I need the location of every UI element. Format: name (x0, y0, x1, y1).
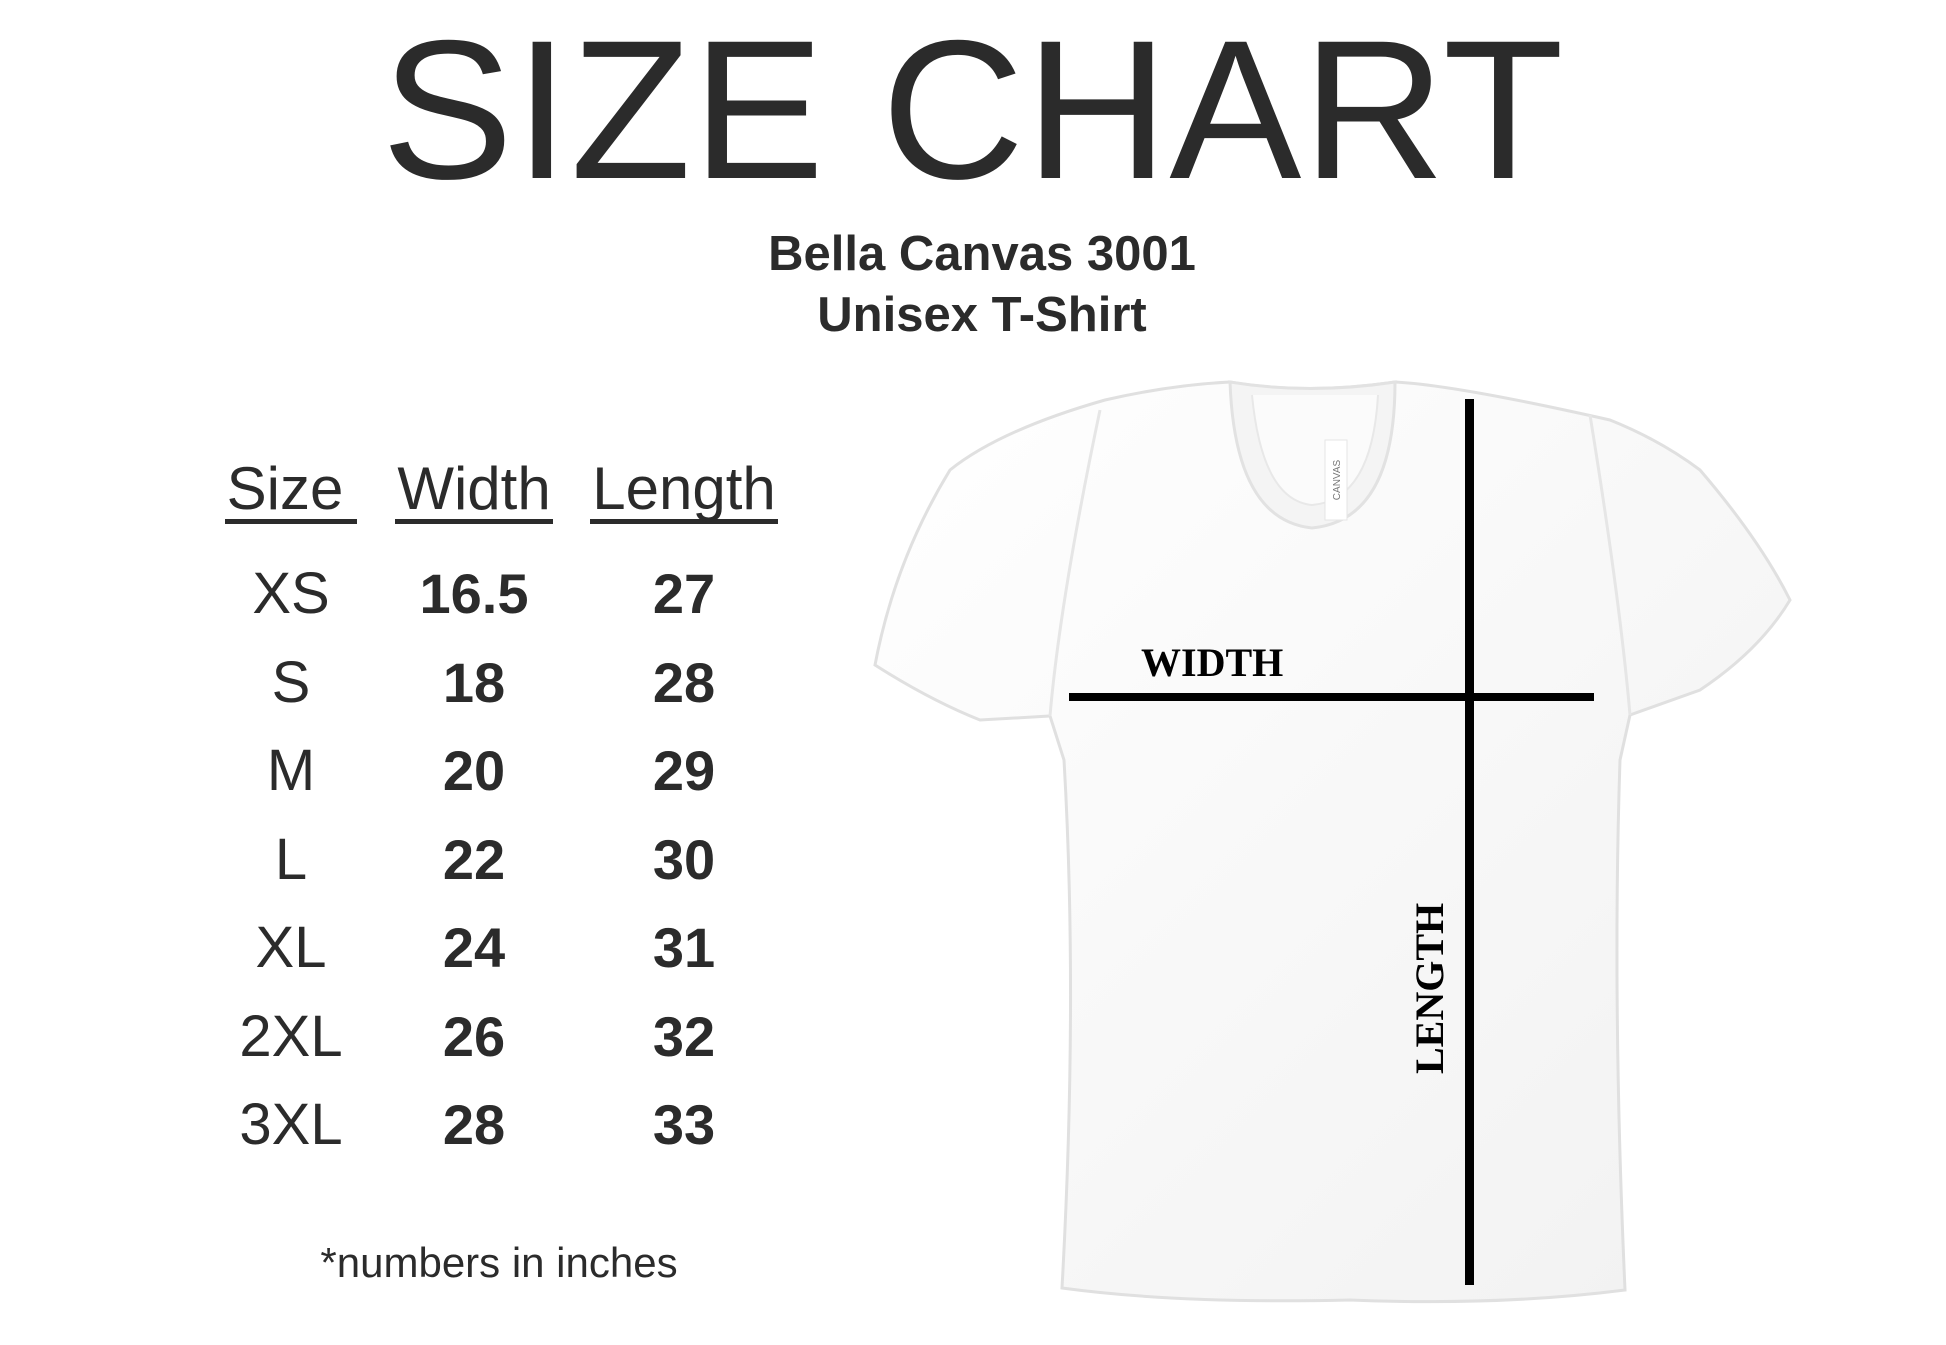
product-name: Bella Canvas 3001 (768, 227, 1196, 281)
length-cell: 28 (652, 650, 716, 714)
footnote: *numbers in inches (320, 1239, 678, 1286)
length-cell: 31 (652, 916, 716, 979)
length-cell: 27 (652, 562, 716, 625)
width-cell: 22 (442, 827, 506, 891)
length-label: LENGTH (1407, 903, 1452, 1074)
width-cell: 26 (442, 1004, 506, 1068)
header-length: Length (590, 455, 778, 524)
size-cell: XS (252, 561, 330, 626)
width-cell: 18 (442, 650, 506, 714)
length-cell: 33 (652, 1093, 716, 1156)
tag-text: CANVAS (1332, 459, 1343, 500)
width-cell: 20 (442, 739, 506, 802)
length-cell: 29 (652, 739, 716, 802)
tshirt-body (873, 380, 1792, 1304)
length-measure-line (1465, 399, 1474, 1285)
size-cell: L (274, 826, 308, 892)
width-cell: 28 (442, 1093, 506, 1156)
size-cell: 2XL (239, 1003, 343, 1069)
header-width: Width (395, 455, 553, 524)
size-cell: S (271, 649, 311, 715)
size-cell: M (266, 738, 316, 803)
width-cell: 16.5 (419, 562, 529, 625)
length-cell: 32 (652, 1004, 716, 1068)
product-type: Unisex T-Shirt (817, 288, 1147, 342)
length-cell: 30 (652, 827, 716, 891)
neck-tag (1324, 439, 1348, 521)
size-cell: 3XL (239, 1092, 343, 1157)
width-measure-line (1069, 693, 1594, 701)
page-title: SIZE CHART (381, 0, 1565, 220)
width-label: WIDTH (1141, 640, 1283, 685)
width-cell: 24 (442, 916, 506, 979)
size-cell: XL (255, 915, 327, 980)
header-size: Size (181, 454, 401, 524)
